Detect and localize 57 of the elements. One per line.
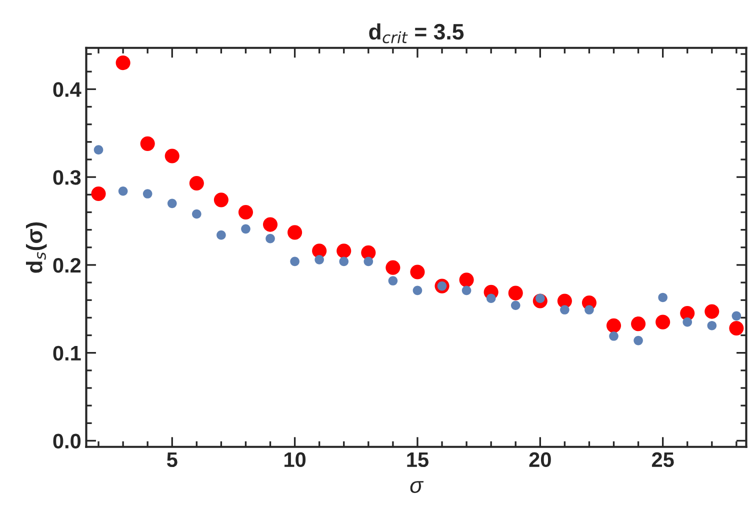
- point: [91, 186, 106, 202]
- y-tick-label: 0.0: [53, 434, 81, 448]
- point: [167, 198, 177, 208]
- y-tick-label: 0.3: [53, 170, 81, 185]
- point: [364, 256, 374, 266]
- point: [729, 320, 744, 336]
- point: [140, 136, 155, 151]
- point: [336, 244, 352, 258]
- point: [388, 276, 398, 286]
- point: [94, 145, 104, 154]
- point: [214, 192, 228, 208]
- point: [707, 320, 717, 330]
- point: [116, 56, 130, 70]
- point: [189, 176, 204, 191]
- point: [510, 300, 520, 310]
- point: [142, 189, 152, 198]
- point: [459, 272, 474, 288]
- x-tick-label: 25: [652, 452, 674, 468]
- point: [682, 317, 692, 327]
- point: [192, 209, 202, 219]
- point: [164, 148, 180, 164]
- x-axis-title: σ: [410, 481, 424, 494]
- point: [118, 186, 128, 196]
- y-axis-title: d$_{s}$(σ): [26, 222, 47, 273]
- point: [560, 305, 570, 314]
- point: [656, 314, 670, 330]
- point: [486, 294, 496, 304]
- point: [704, 304, 720, 319]
- x-tick-label: 15: [407, 452, 428, 468]
- point: [606, 318, 622, 333]
- chart-title: d$_{crit}$ = 3.5: [369, 23, 464, 44]
- point: [314, 255, 324, 264]
- point: [508, 286, 523, 300]
- point: [732, 311, 742, 321]
- x-tick-label: 10: [284, 452, 306, 468]
- point: [241, 224, 250, 234]
- point: [412, 286, 422, 296]
- point: [609, 331, 618, 341]
- point: [634, 336, 643, 346]
- y-tick-label: 0.4: [53, 82, 82, 97]
- x-tick-label: 5: [166, 452, 178, 468]
- point: [584, 305, 594, 314]
- point: [238, 204, 254, 220]
- point: [462, 286, 472, 296]
- point: [386, 260, 400, 275]
- point: [216, 230, 226, 240]
- y-tick-label: 0.2: [53, 258, 81, 273]
- point: [631, 316, 646, 332]
- point: [290, 256, 300, 266]
- point: [658, 292, 668, 302]
- x-tick-label: 20: [529, 452, 551, 468]
- point: [266, 234, 275, 244]
- y-tick-label: 0.1: [53, 346, 81, 361]
- point: [410, 264, 425, 280]
- point: [262, 217, 278, 232]
- point: [288, 225, 302, 240]
- point: [339, 256, 349, 266]
